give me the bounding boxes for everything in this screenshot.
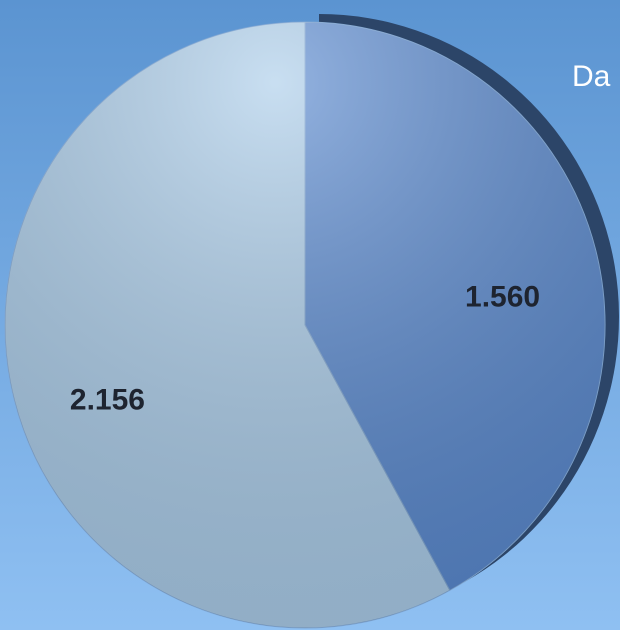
- chart-title: Da: [572, 60, 611, 93]
- data-label: 1.560: [465, 281, 540, 314]
- data-label: 2.156: [70, 383, 145, 416]
